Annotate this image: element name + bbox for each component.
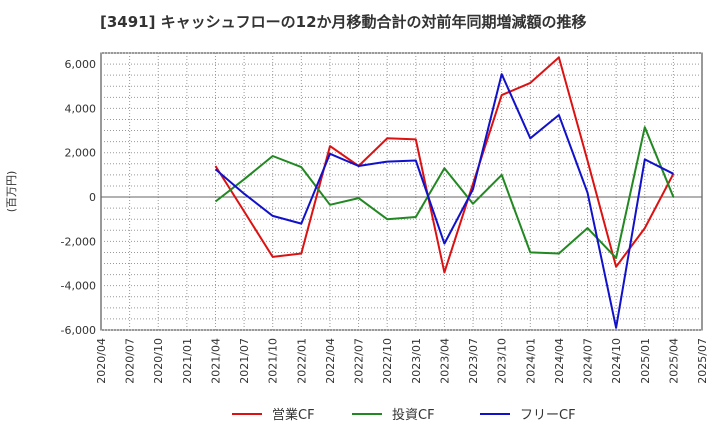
y-tick-label: 4,000 [65, 102, 97, 115]
y-axis-label: (百万円) [5, 171, 18, 213]
y-axis-ticks: -6,000 -4,000 -2,000 0 2,000 4,000 6,000 [61, 58, 96, 337]
chart-title: [3491] キャッシュフローの12か月移動合計の対前年同期増減額の推移 [100, 13, 587, 31]
legend-label-2: フリーCF [520, 408, 576, 423]
x-tick-label: 2024/07 [582, 338, 595, 384]
x-tick-label: 2021/07 [238, 338, 251, 384]
x-tick-label: 2024/01 [524, 338, 537, 384]
y-tick-label: -6,000 [61, 324, 96, 337]
x-tick-label: 2024/10 [610, 338, 623, 384]
x-tick-label: 2020/04 [95, 338, 108, 384]
x-tick-label: 2021/04 [209, 338, 222, 384]
plot-frame [100, 52, 703, 331]
x-tick-label: 2023/01 [410, 338, 423, 384]
legend-label-1: 投資CF [392, 407, 435, 423]
x-tick-label: 2022/04 [324, 338, 337, 384]
legend-label-0: 営業CF [272, 407, 315, 423]
plot-area [100, 52, 703, 331]
y-tick-label: -2,000 [61, 235, 96, 248]
legend: 営業CF 投資CF フリーCF [232, 407, 576, 423]
series-line-0 [214, 56, 675, 274]
y-tick-label: 0 [89, 191, 96, 204]
x-tick-label: 2022/01 [295, 338, 308, 384]
x-tick-label: 2024/04 [553, 338, 566, 384]
series-line-2 [214, 73, 674, 329]
x-tick-label: 2025/07 [696, 338, 709, 384]
x-axis-ticks: 2020/04 2020/07 2020/10 2021/01 2021/04 2021/… [95, 338, 709, 384]
x-tick-label: 2025/04 [667, 338, 680, 384]
x-tick-label: 2021/01 [181, 338, 194, 384]
x-tick-label: 2022/07 [353, 338, 366, 384]
x-tick-label: 2025/01 [639, 338, 652, 384]
x-tick-label: 2020/07 [124, 338, 137, 384]
x-tick-label: 2023/10 [496, 338, 509, 384]
x-tick-label: 2023/07 [467, 338, 480, 384]
x-tick-label: 2021/10 [267, 338, 280, 384]
y-tick-label: -4,000 [61, 280, 96, 293]
x-tick-label: 2023/04 [438, 338, 451, 384]
x-tick-label: 2020/10 [152, 338, 165, 384]
y-tick-label: 6,000 [65, 58, 97, 71]
series-lines [214, 56, 675, 329]
y-tick-label: 2,000 [65, 147, 97, 160]
x-tick-label: 2022/10 [381, 338, 394, 384]
